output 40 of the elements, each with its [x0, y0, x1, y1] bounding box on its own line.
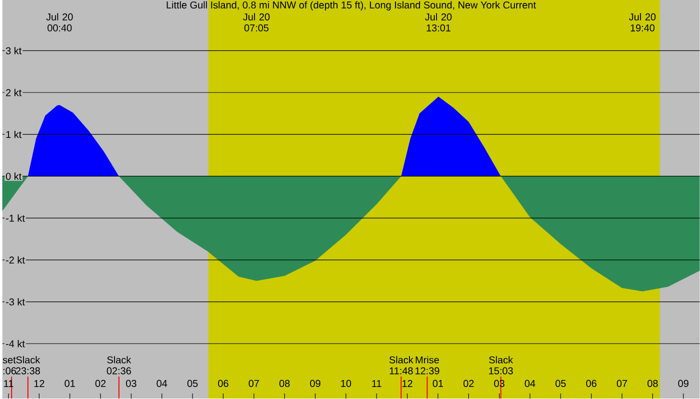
annotation: Jul 20 07:05: [243, 13, 270, 32]
ref-line-label: Slack 15:03: [489, 356, 514, 374]
x-tick-label: 09: [678, 380, 688, 387]
ref-line-label: set :06: [2, 356, 16, 374]
y-tick-label: 1 kt: [6, 130, 22, 138]
x-tick-label: 11: [372, 380, 382, 387]
x-tick-label: 03: [126, 380, 136, 387]
x-tick-label: 02: [95, 380, 106, 387]
y-tick-label: 0 kt: [6, 172, 22, 180]
x-tick-label: 07: [616, 380, 628, 387]
x-tick-label: 04: [156, 380, 168, 387]
y-tick-label: 3 kt: [6, 47, 22, 54]
x-tick-label: 02: [463, 380, 474, 387]
y-tick-label: 2 kt: [6, 88, 22, 96]
x-tick-label: 08: [648, 380, 658, 387]
y-tick-label: -3 kt: [6, 298, 25, 306]
ref-line-label: Slack 11:48: [389, 356, 414, 374]
x-tick-label: 07: [248, 380, 259, 387]
x-tick-label: 09: [310, 380, 320, 387]
x-tick-label: 06: [586, 380, 596, 387]
annotation: Jul 20 00:40: [46, 13, 73, 32]
x-tick-label: 01: [432, 380, 444, 387]
chart-title: Little Gull Island, 0.8 mi NNW of (depth 15 ft), Long Island Sound, New York Current: [166, 1, 536, 10]
y-tick-label: -4 kt: [6, 340, 25, 348]
x-tick-label: 05: [555, 380, 566, 387]
x-tick-label: 12: [402, 380, 412, 387]
y-tick-label: -2 kt: [6, 256, 25, 264]
annotation: Jul 20 13:01: [425, 13, 452, 32]
x-tick-label: 08: [279, 380, 290, 387]
x-tick-label: 05: [187, 380, 198, 387]
x-tick-label: 01: [64, 380, 75, 387]
ref-line-label: Mrise 12:39: [416, 356, 440, 374]
x-tick-label: 12: [34, 380, 44, 387]
annotation: Jul 20 19:40: [629, 13, 656, 32]
x-tick-label: 04: [524, 380, 536, 387]
ref-line-label: Slack 23:38: [16, 356, 40, 374]
x-tick-label: 06: [218, 380, 228, 387]
ref-line-label: Slack 02:36: [106, 356, 132, 374]
y-tick-label: -1 kt: [6, 214, 25, 222]
x-tick-label: 10: [341, 380, 352, 387]
